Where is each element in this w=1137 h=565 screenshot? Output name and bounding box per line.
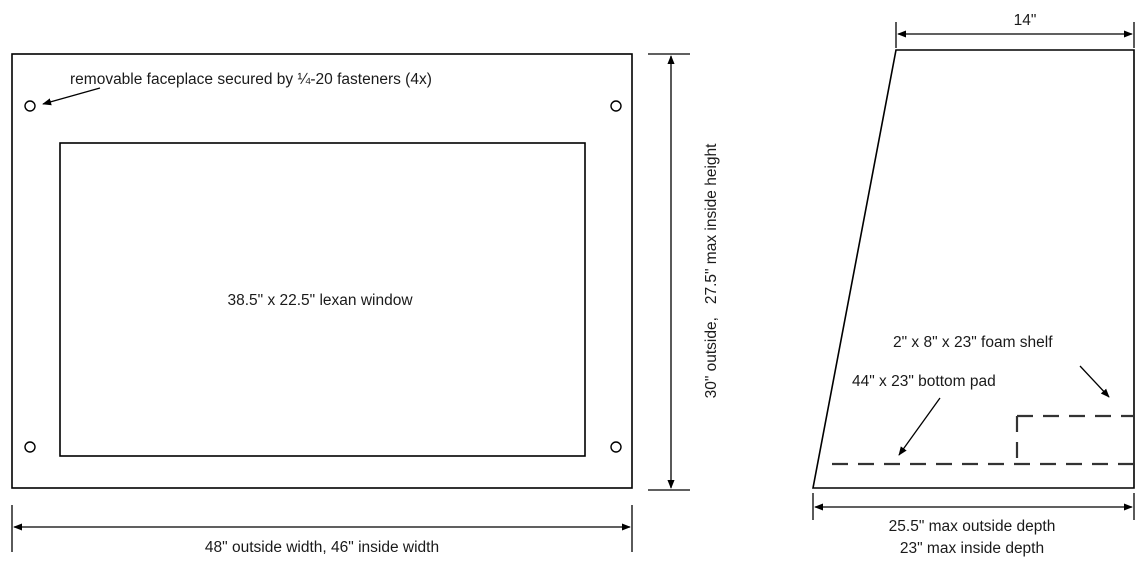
faceplate-note: removable faceplace secured by ¼-20 fast… <box>70 71 432 88</box>
bottom-pad-arrow <box>898 397 941 456</box>
bottom-pad-label: 44" x 23" bottom pad <box>852 373 996 390</box>
depth-label-outside: 25.5" max outside depth <box>889 518 1056 535</box>
top-width-label: 14" <box>1014 12 1037 29</box>
fastener-hole-top-left <box>24 100 36 112</box>
side-view: 14" 2" x 8" x 23" foam shelf 44" x 23" b… <box>812 12 1135 557</box>
faceplate-note-arrow <box>42 87 101 106</box>
faceplate-outline <box>11 53 633 489</box>
fastener-hole-bottom-left <box>24 441 36 453</box>
window-label: 38.5" x 22.5" lexan window <box>227 292 413 309</box>
width-label: 48" outside width, 46" inside width <box>205 539 439 556</box>
front-view: removable faceplace secured by ¼-20 fast… <box>11 53 720 556</box>
height-label: 30" outside, 27.5" max inside height <box>703 143 720 399</box>
foam-shelf-label: 2" x 8" x 23" foam shelf <box>893 334 1053 351</box>
enclosure-side-outline <box>812 49 1135 489</box>
fastener-hole-bottom-right <box>610 441 622 453</box>
fastener-hole-top-right <box>610 100 622 112</box>
foam-shelf-arrow <box>1079 365 1110 398</box>
lexan-window-outline <box>59 142 586 457</box>
depth-label-inside: 23" max inside depth <box>900 540 1044 557</box>
